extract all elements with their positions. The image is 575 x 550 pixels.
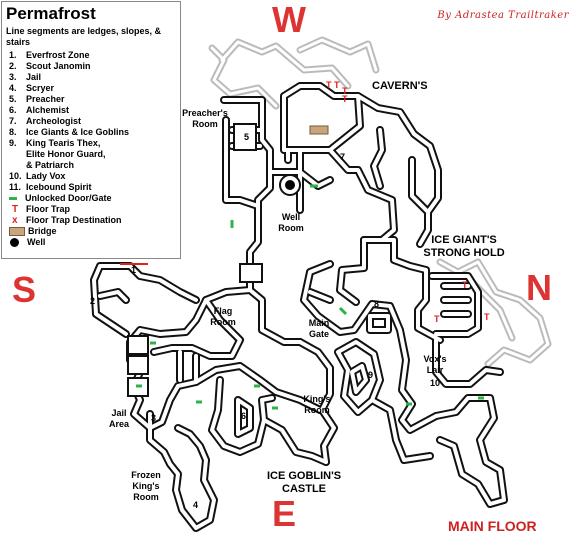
marker-6: 6 [241,411,247,421]
legend-trap-dest: x Floor Trap Destination [6,215,176,226]
well-legend-icon [10,238,19,247]
marker-3: 3 [151,413,157,423]
legend-list: 1. Everfrost Zone 2. Scout Janomin 3. Jail … [6,50,176,248]
label-main-gate: Main Gate [308,318,330,339]
marker-9: 9 [368,370,374,380]
well-icon [279,174,301,196]
legend-note: Line segments are ledges, slopes, & stai… [6,26,162,47]
label-jail-area: Jail Area [108,408,129,429]
legend-item: 3. Jail [9,72,42,82]
trap-icon: T [12,204,19,215]
compass-south: S [12,269,37,310]
svg-text:T: T [484,312,490,322]
legend-item: 10. Lady Vox [9,171,66,181]
bridge-icon [309,125,329,135]
legend-item: 11. Icebound Spirit [9,182,92,192]
preacher-room-box [233,123,257,151]
marker-10: 10 [430,378,441,388]
legend: Permafrost Line segments are ledges, slo… [1,1,181,259]
floor-traps: T T T T T T T [326,80,490,324]
legend-item: 7. Archeologist [9,116,82,126]
author-credit: By Adrastea Trailtraker [437,10,569,21]
floor-label: MAIN FLOOR [448,518,537,534]
marker-4: 4 [193,500,199,510]
label-ice-giant-hold: ICE GIANT'S STRONG HOLD [423,234,505,259]
legend-item: 4. Scryer [9,83,55,93]
label-ice-goblin-castle: ICE GOBLIN'S CASTLE [266,470,342,495]
label-caverns: CAVERN'S [372,80,428,92]
label-frozen-kings-room: Frozen King's Room [131,470,161,502]
label-kings-room: King's Room [303,394,331,415]
label-vox-lair: Vox's Lair [423,354,447,375]
marker-7: 7 [340,152,346,162]
legend-trap: T Floor Trap [6,204,176,215]
doors [136,184,484,410]
door-icon [9,197,17,200]
marker-8: 8 [374,299,380,309]
legend-item: 9. King Tearis Thex, Elite Honor Guard, &… [9,138,106,170]
legend-item: 6. Alchemist [9,105,70,115]
svg-text:T: T [434,314,440,324]
legend-item: 5. Preacher [9,94,65,104]
label-flag-room: Flag Room [210,306,236,327]
legend-item: 8. Ice Giants & Ice Goblins [9,127,130,137]
bridge-legend-icon [9,227,25,236]
svg-text:T: T [326,80,332,90]
legend-item: 2. Scout Janomin [9,61,91,71]
legend-door: Unlocked Door/Gate [6,193,176,204]
marker-5: 5 [244,132,250,142]
legend-well: Well [6,237,176,248]
legend-item: 1. Everfrost Zone [9,50,90,60]
legend-title: Permafrost [6,4,96,23]
svg-text:T: T [334,80,340,90]
compass-west: W [272,0,306,40]
svg-text:T: T [462,280,468,290]
trap-destination-icon: x [12,215,18,226]
svg-text:T: T [342,86,348,96]
compass-east: E [272,493,297,534]
marker-2: 2 [90,296,96,306]
legend-bridge: Bridge [6,226,176,237]
main-floor-corridors [92,84,506,530]
svg-text:T: T [342,94,348,104]
label-well-room: Well Room [278,212,304,233]
flag-room-box [239,263,263,283]
marker-1: 1 [131,265,137,275]
label-preachers-room: Preacher's Room [182,108,228,129]
compass-north: N [526,267,552,308]
